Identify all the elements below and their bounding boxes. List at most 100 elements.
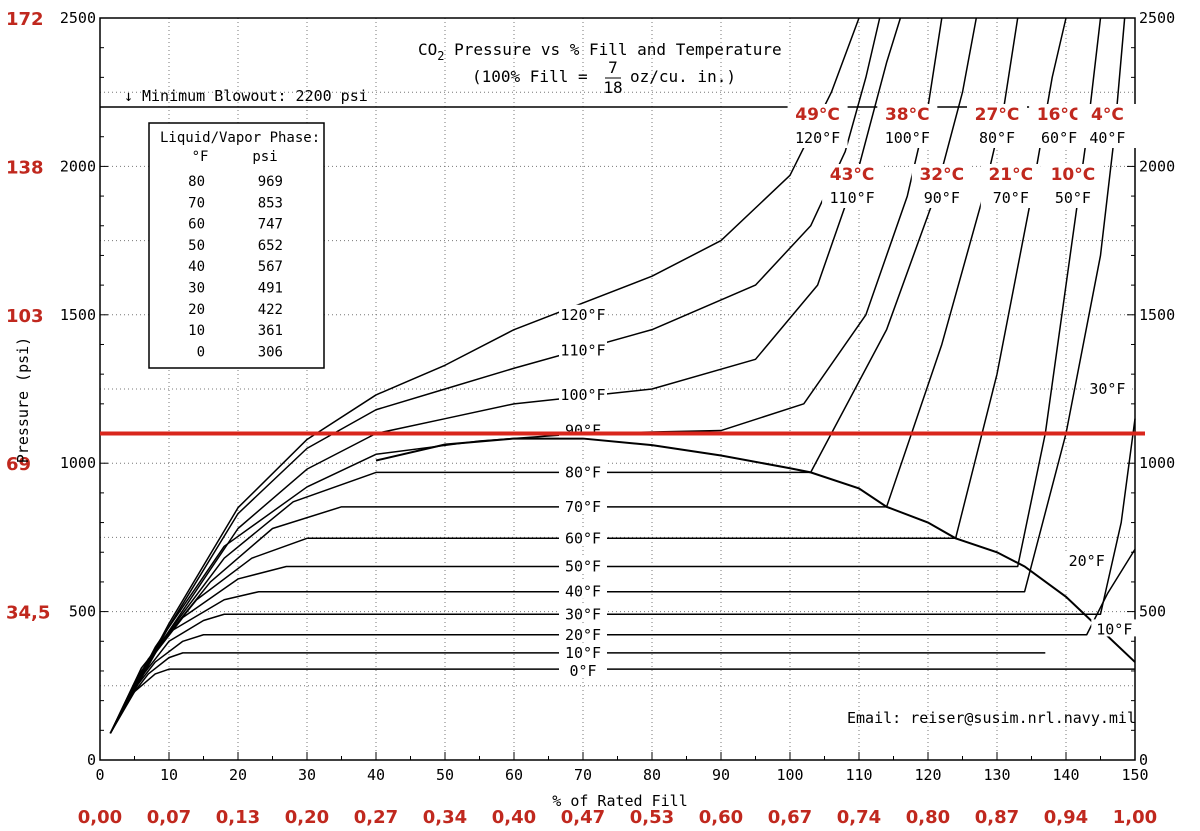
phase-row-psi: 853 xyxy=(258,195,283,211)
fahrenheit-label: 40°F xyxy=(1089,129,1125,147)
subtitle-numerator: 7 xyxy=(608,58,618,77)
top-label-bg xyxy=(1042,164,1103,208)
phase-table-rows: 80 969 70 853 60 747 50 652 40 567 30 491 20 422 10 361… xyxy=(188,174,283,360)
phase-row-temp: 30 xyxy=(188,281,205,297)
fahrenheit-label: 50°F xyxy=(1055,189,1091,207)
right-label-bg xyxy=(1084,379,1131,396)
fahrenheit-label: 90°F xyxy=(924,189,960,207)
y-tick-label-right: 500 xyxy=(1139,603,1166,621)
phase-row-psi: 652 xyxy=(258,238,283,254)
top-label-bg xyxy=(980,164,1041,208)
phase-row-psi: 361 xyxy=(258,323,283,339)
phase-row-psi: 491 xyxy=(258,281,283,297)
right-label-bg xyxy=(1091,619,1138,637)
phase-row-temp: 20 xyxy=(188,302,205,318)
right-isotherm-label: 20°F xyxy=(1069,552,1105,570)
y-tick-label-right: 1000 xyxy=(1139,454,1175,472)
x-tick-label: 80 xyxy=(643,766,661,784)
right-label-bg xyxy=(1063,551,1110,569)
bar-tick-label: 138 xyxy=(6,157,44,178)
isotherm-label-bg xyxy=(559,604,607,622)
phase-row-temp: 0 xyxy=(197,344,205,360)
y-tick-label-left: 2000 xyxy=(60,157,96,175)
y-tick-label-right: 1500 xyxy=(1139,306,1175,324)
x-tick-label: 60 xyxy=(505,766,523,784)
phase-row-psi: 567 xyxy=(258,259,283,275)
x-tick-label: 110 xyxy=(845,766,872,784)
isotherm-label: 90°F xyxy=(565,422,601,440)
subtitle-pre: (100% Fill = xyxy=(472,67,588,86)
phase-row-temp: 50 xyxy=(188,238,205,254)
isotherm-label: 80°F xyxy=(565,463,601,481)
blowout-label: ↓ Minimum Blowout: 2200 psi xyxy=(124,87,368,105)
x-tick-label: 120 xyxy=(914,766,941,784)
celsius-label: 27°C xyxy=(975,105,1020,125)
density-tick-label: 0,53 xyxy=(630,807,674,828)
isotherm-label-bg xyxy=(559,496,607,514)
email-text: Email: reiser@susim.nrl.navy.mil xyxy=(847,709,1136,727)
x-tick-label: 20 xyxy=(229,766,247,784)
isotherm-label: 40°F xyxy=(565,583,601,601)
fahrenheit-label: 120°F xyxy=(795,129,840,147)
density-tick-label: 0,60 xyxy=(699,807,743,828)
right-isotherm-label: 30°F xyxy=(1089,380,1125,398)
top-label-bg xyxy=(787,104,848,148)
phase-table: Liquid/Vapor Phase: °F psi 80 969 70 853 60 7… xyxy=(148,122,325,369)
top-label-bg xyxy=(911,164,972,208)
fahrenheit-label: 100°F xyxy=(885,129,930,147)
isotherm-label-bg xyxy=(559,340,607,358)
isotherm-label-bg xyxy=(559,384,607,402)
y-tick-label-right: 2500 xyxy=(1139,9,1175,27)
top-label-bg xyxy=(1077,104,1138,148)
y-tick-label-left: 2500 xyxy=(60,9,96,27)
density-tick-label: 0,00 xyxy=(78,807,122,828)
isotherm-label-bg xyxy=(559,462,607,480)
y-tick-label-left: 500 xyxy=(69,603,96,621)
isotherm-line xyxy=(109,17,881,734)
top-label-bg xyxy=(822,164,883,208)
x-axis-label: % of Rated Fill xyxy=(552,792,687,810)
isotherm-label-bg xyxy=(559,624,607,642)
chart-labels: 0 10 20 30 40 50 60 70 80 90 100 110 120 130 140 150050… xyxy=(6,9,1175,828)
phase-row-temp: 60 xyxy=(188,217,205,233)
density-tick-label: 0,47 xyxy=(561,807,605,828)
phase-row-psi: 969 xyxy=(258,174,283,190)
phase-row-psi: 747 xyxy=(258,217,283,233)
phase-row-temp: 80 xyxy=(188,174,205,190)
isotherm-series: 0°F10°F20°F30°F40°F50°F60°F70°F80°F90°F1… xyxy=(109,17,1136,734)
x-tick-label: 130 xyxy=(983,766,1010,784)
bar-tick-label: 103 xyxy=(6,306,44,327)
isotherm-label: 110°F xyxy=(560,341,605,359)
density-tick-label: 0,74 xyxy=(837,807,881,828)
x-tick-label: 10 xyxy=(160,766,178,784)
x-tick-label: 70 xyxy=(574,766,592,784)
isotherm-line xyxy=(109,17,1102,734)
chart-subtitle: (100% Fill = 7 18 oz/cu. in.) xyxy=(472,58,736,97)
title-text: CO2 Pressure vs % Fill and Temperature xyxy=(418,40,782,63)
celsius-label: 10°C xyxy=(1051,165,1096,185)
phase-table-header-psi: psi xyxy=(252,149,277,165)
isotherm-label: 100°F xyxy=(560,386,605,404)
celsius-label: 43°C xyxy=(830,165,875,185)
isotherm-line xyxy=(109,17,860,734)
down-arrow-icon: ↓ xyxy=(124,87,133,105)
isotherm-label-bg xyxy=(559,660,607,678)
density-tick-label: 0,94 xyxy=(1044,807,1088,828)
top-label-bg xyxy=(967,104,1027,148)
isotherm-label-bg xyxy=(559,556,607,574)
phase-table-border xyxy=(148,122,325,369)
celsius-label: 49°C xyxy=(795,105,840,125)
celsius-label: 38°C xyxy=(885,105,930,125)
phase-boundary-line xyxy=(375,437,1136,663)
phase-dome xyxy=(375,437,1136,663)
phase-row-temp: 70 xyxy=(188,195,205,211)
isotherm-label: 0°F xyxy=(569,662,596,680)
fahrenheit-label: 80°F xyxy=(979,129,1015,147)
x-tick-label: 40 xyxy=(367,766,385,784)
y-tick-label-left: 1000 xyxy=(60,454,96,472)
isotherm-label: 70°F xyxy=(565,498,601,516)
isotherm-line xyxy=(109,548,1136,734)
phase-row-psi: 422 xyxy=(258,302,283,318)
phase-row-temp: 10 xyxy=(188,323,205,339)
